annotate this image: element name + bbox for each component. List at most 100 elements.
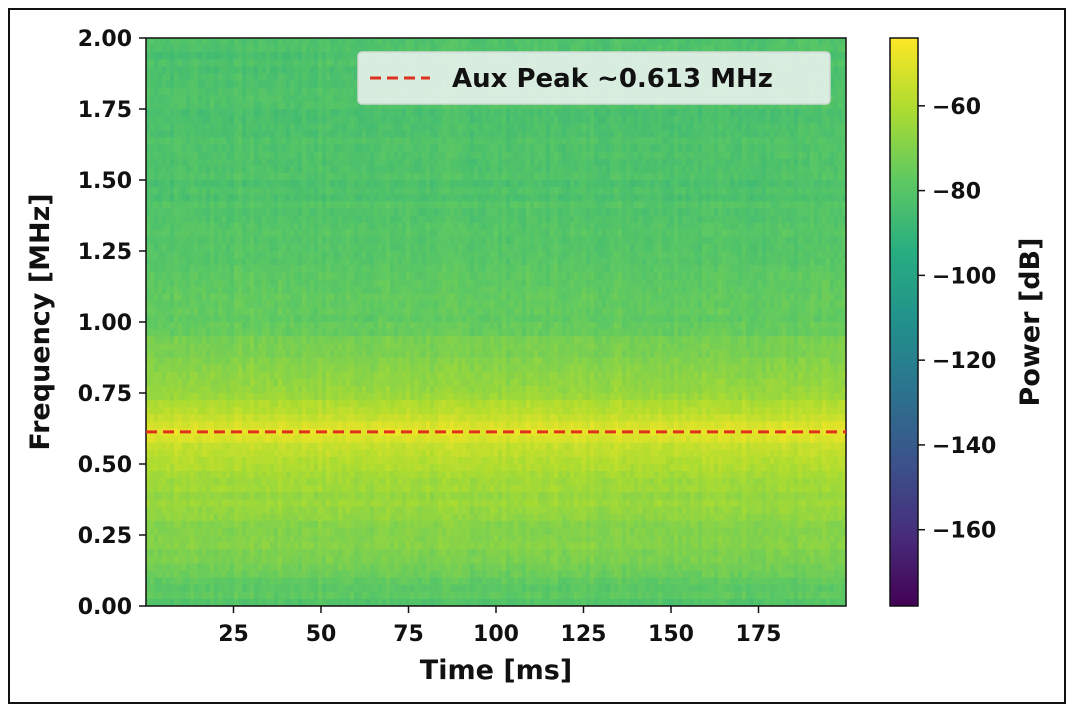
heatmap-cell (346, 94, 351, 103)
heatmap-cell (718, 109, 723, 117)
heatmap-cell (606, 109, 611, 117)
heatmap-cell (646, 215, 651, 224)
heatmap-cell (370, 130, 375, 138)
heatmap-cell (242, 215, 247, 224)
heatmap-cell (374, 116, 379, 124)
heatmap-cell (654, 229, 659, 238)
heatmap-cell (422, 116, 427, 124)
heatmap-cell (294, 222, 299, 231)
heatmap-cell (318, 123, 323, 131)
heatmap-cell (786, 144, 791, 153)
heatmap-cell (646, 172, 651, 181)
heatmap-cell (306, 59, 311, 67)
heatmap-cell (178, 87, 183, 96)
heatmap-cell (678, 158, 683, 167)
heatmap-cell (834, 172, 839, 181)
heatmap-cell (434, 229, 439, 238)
heatmap-cell (354, 180, 359, 188)
heatmap-cell (474, 137, 479, 146)
heatmap-cell (674, 215, 679, 224)
heatmap-cell (310, 101, 315, 110)
heatmap-cell (278, 66, 283, 75)
heatmap-cell (738, 137, 743, 146)
heatmap-cell (254, 229, 259, 238)
heatmap-cell (790, 215, 795, 224)
heatmap-cell (754, 158, 759, 167)
heatmap-cell (366, 123, 371, 131)
heatmap-cell (266, 236, 271, 245)
heatmap-cell (154, 158, 159, 167)
heatmap-cell (590, 222, 595, 231)
heatmap-cell (354, 137, 359, 146)
heatmap-cell (746, 137, 751, 146)
heatmap-cell (166, 80, 171, 89)
heatmap-cell (758, 158, 763, 167)
heatmap-cell (294, 229, 299, 238)
heatmap-cell (498, 130, 503, 138)
heatmap-cell (818, 130, 823, 138)
heatmap-cell (818, 158, 823, 167)
heatmap-cell (146, 137, 151, 146)
heatmap-cell (250, 59, 255, 67)
heatmap-cell (218, 208, 223, 217)
heatmap-cell (226, 180, 231, 188)
heatmap-cell (286, 116, 291, 124)
heatmap-cell (434, 45, 439, 53)
heatmap-cell (230, 45, 235, 53)
heatmap-cell (346, 59, 351, 67)
heatmap-cell (778, 130, 783, 138)
heatmap-cell (714, 130, 719, 138)
heatmap-cell (794, 137, 799, 146)
heatmap-cell (150, 137, 155, 146)
heatmap-cell (210, 172, 215, 181)
heatmap-cell (610, 116, 615, 124)
heatmap-cell (618, 187, 623, 195)
heatmap-cell (726, 172, 731, 181)
heatmap-cell (826, 151, 831, 160)
heatmap-cell (354, 101, 359, 110)
heatmap-cell (290, 38, 295, 46)
heatmap-cell (270, 123, 275, 131)
heatmap-cell (790, 144, 795, 153)
heatmap-cell (354, 172, 359, 181)
heatmap-cell (270, 66, 275, 75)
heatmap-cell (450, 151, 455, 160)
heatmap-cell (638, 101, 643, 110)
heatmap-cell (434, 151, 439, 160)
heatmap-cell (198, 130, 203, 138)
heatmap-cell (194, 201, 199, 209)
heatmap-cell (182, 208, 187, 217)
heatmap-cell (150, 80, 155, 89)
heatmap-cell (814, 144, 819, 153)
heatmap-cell (634, 38, 639, 46)
heatmap-cell (250, 201, 255, 209)
heatmap-cell (766, 208, 771, 217)
heatmap-cell (626, 180, 631, 188)
heatmap-cell (342, 80, 347, 89)
heatmap-cell (426, 123, 431, 131)
heatmap-cell (230, 180, 235, 188)
heatmap-cell (354, 45, 359, 53)
heatmap-cell (294, 172, 299, 181)
heatmap-cell (486, 116, 491, 124)
heatmap-cell (446, 130, 451, 138)
heatmap-cell (754, 109, 759, 117)
heatmap-cell (394, 201, 399, 209)
heatmap-cell (422, 158, 427, 167)
heatmap-cell (618, 215, 623, 224)
heatmap-cell (802, 165, 807, 174)
heatmap-cell (554, 38, 559, 46)
heatmap-cell (750, 172, 755, 181)
heatmap-cell (282, 52, 287, 60)
heatmap-cell (498, 208, 503, 217)
heatmap-cell (598, 123, 603, 131)
heatmap-cell (278, 215, 283, 224)
heatmap-cell (230, 222, 235, 231)
heatmap-cell (258, 109, 263, 117)
heatmap-cell (162, 165, 167, 174)
heatmap-cell (706, 208, 711, 217)
heatmap-cell (618, 130, 623, 138)
heatmap-cell (262, 215, 267, 224)
heatmap-cell (390, 123, 395, 131)
heatmap-cell (662, 201, 667, 209)
